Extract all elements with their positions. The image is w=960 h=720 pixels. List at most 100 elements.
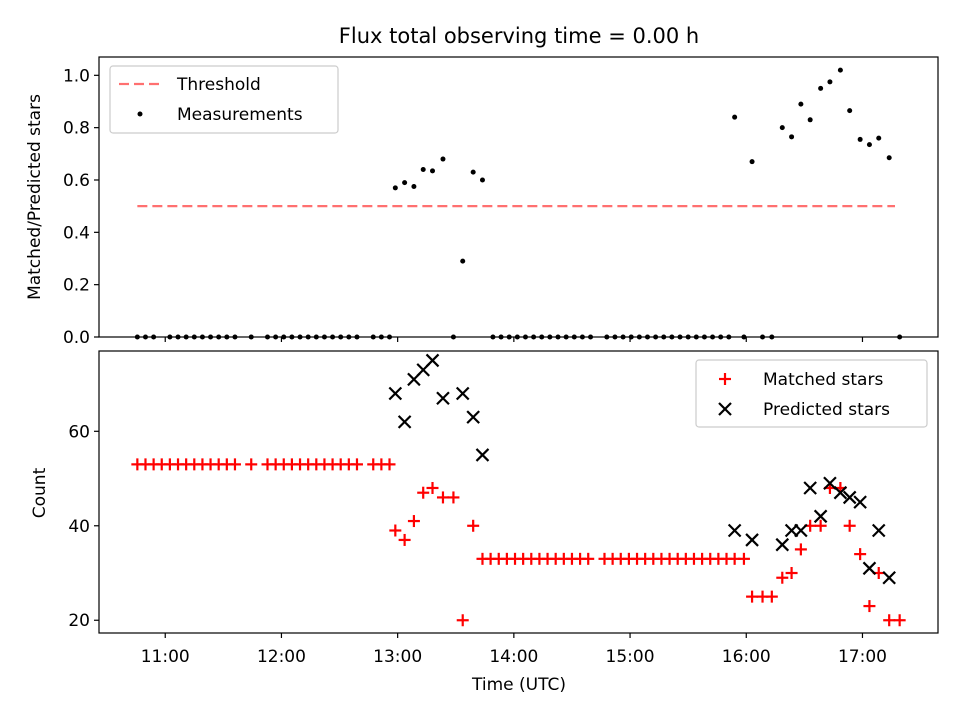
ratio-y-tick-label: 0.6 xyxy=(63,171,90,191)
ratio-y-axis-label: Matched/Predicted stars xyxy=(25,94,45,300)
predicted-point xyxy=(833,485,848,500)
x-tick-label: 13:00 xyxy=(373,647,422,667)
measurement-point xyxy=(479,177,485,183)
matched-point xyxy=(436,491,449,504)
measurement-point xyxy=(837,67,843,73)
legend-predicted-label: Predicted stars xyxy=(763,400,890,420)
matched-point xyxy=(776,571,789,584)
predicted-point xyxy=(455,386,470,401)
ratio-y-tick-label: 0.8 xyxy=(63,119,90,139)
predicted-point xyxy=(745,533,759,547)
predicted-point xyxy=(388,386,403,401)
predicted-point xyxy=(803,481,817,495)
x-tick-label: 14:00 xyxy=(489,647,538,667)
measurement-point xyxy=(732,114,738,120)
matched-point xyxy=(245,458,258,471)
x-tick-label: 16:00 xyxy=(722,647,771,667)
count-legend-box xyxy=(695,359,928,428)
ratio-legend: Threshold Measurements xyxy=(109,65,339,134)
x-tick-label: 15:00 xyxy=(606,647,655,667)
x-tick-label: 11:00 xyxy=(141,647,190,667)
measurement-point xyxy=(779,125,785,131)
matched-point xyxy=(398,533,411,546)
count-y-tick-label: 20 xyxy=(68,611,90,631)
legend-matched-label: Matched stars xyxy=(763,370,883,390)
matched-point xyxy=(883,614,896,627)
predicted-point xyxy=(871,523,886,538)
matched-point xyxy=(426,481,439,494)
legend-threshold-label: Threshold xyxy=(176,75,261,95)
count-y-tick-label: 60 xyxy=(68,422,90,442)
count-marks xyxy=(131,353,906,627)
ratio-panel: 0.0 0.2 0.4 0.6 0.8 1.0 Matched/Predicted sta… xyxy=(25,56,939,348)
matched-point xyxy=(737,552,750,565)
count-x-axis: 11:00 12:00 13:00 14:00 15:00 16:00 17:00 xyxy=(141,633,887,667)
matched-point xyxy=(794,543,807,556)
measurement-point xyxy=(440,156,446,162)
count-plot-frame xyxy=(98,350,939,634)
measurement-point xyxy=(866,142,872,148)
predicted-point xyxy=(842,490,857,505)
matched-point xyxy=(582,552,595,565)
matched-point xyxy=(389,524,402,537)
measurement-point xyxy=(402,180,408,186)
count-y-axis-label: Count xyxy=(30,467,50,518)
matched-point xyxy=(456,614,469,627)
predicted-point xyxy=(436,391,450,406)
chart-title: Flux total observing time = 0.00 h xyxy=(339,24,699,48)
ratio-y-tick-label: 1.0 xyxy=(63,66,90,86)
predicted-point xyxy=(466,410,480,424)
matched-point xyxy=(843,519,856,532)
measurement-point xyxy=(807,117,813,123)
measurement-point xyxy=(420,167,426,173)
matched-point xyxy=(407,515,420,528)
measurement-point xyxy=(857,136,863,142)
ratio-y-tick-label: 0.4 xyxy=(63,223,90,243)
matched-point xyxy=(814,519,827,532)
matched-point xyxy=(447,491,460,504)
predicted-point xyxy=(475,448,490,462)
measurement-point xyxy=(789,134,795,140)
measurement-point xyxy=(411,184,417,190)
matched-point xyxy=(863,600,876,613)
measurement-point xyxy=(460,258,466,264)
measurement-point xyxy=(392,185,398,191)
x-axis-label: Time (UTC) xyxy=(471,675,566,695)
ratio-y-tick-label: 0.2 xyxy=(63,276,90,296)
x-tick-label: 17:00 xyxy=(838,647,887,667)
measurement-point xyxy=(749,159,755,165)
ratio-legend-box xyxy=(109,65,339,134)
legend-matched-swatch xyxy=(719,373,731,385)
matched-point xyxy=(467,519,480,532)
measurement-point xyxy=(827,79,833,85)
x-tick-label: 12:00 xyxy=(257,647,306,667)
count-y-axis: 20 40 60 xyxy=(68,422,99,631)
measurement-point xyxy=(798,101,804,107)
predicted-point xyxy=(727,523,742,538)
legend-measurements-swatch xyxy=(137,111,143,117)
ratio-y-tick-label: 0.0 xyxy=(63,328,90,348)
ratio-plot-frame xyxy=(98,56,939,338)
ratio-x-ticks xyxy=(164,337,864,342)
predicted-point xyxy=(397,415,412,429)
legend-measurements-label: Measurements xyxy=(177,105,303,125)
matched-point xyxy=(417,486,430,499)
measurement-point xyxy=(818,85,824,91)
measurement-point xyxy=(470,169,476,175)
predicted-point xyxy=(853,495,867,509)
ratio-y-axis: 0.0 0.2 0.4 0.6 0.8 1.0 xyxy=(63,66,99,348)
matched-point xyxy=(746,590,759,603)
matched-point xyxy=(383,458,396,471)
matched-point xyxy=(785,567,798,580)
predicted-point xyxy=(862,561,877,576)
predicted-point xyxy=(425,353,440,368)
matched-point xyxy=(765,590,778,603)
predicted-point xyxy=(775,537,790,552)
predicted-point xyxy=(882,570,896,585)
measurement-point xyxy=(430,168,436,174)
matched-point xyxy=(854,548,867,561)
measurement-point xyxy=(847,108,853,114)
matched-point xyxy=(228,458,241,471)
predicted-point xyxy=(794,523,808,538)
